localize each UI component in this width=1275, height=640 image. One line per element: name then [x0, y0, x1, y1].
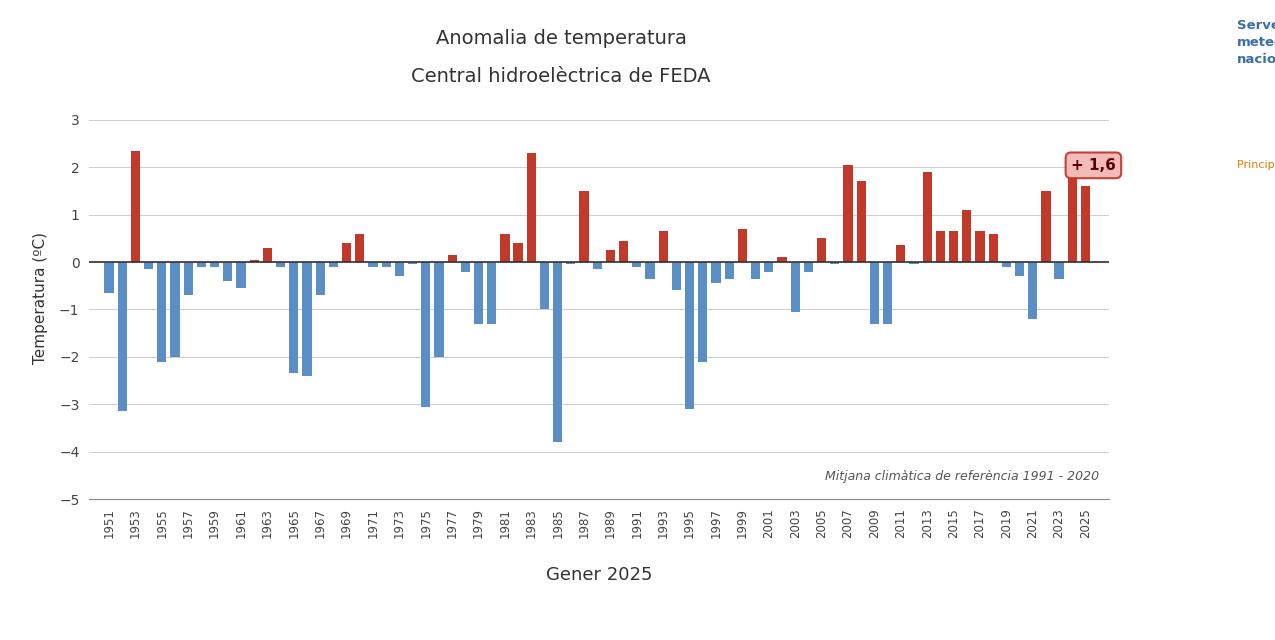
Bar	[302, 262, 311, 376]
Bar	[514, 243, 523, 262]
Bar	[408, 262, 417, 264]
Bar	[579, 191, 589, 262]
Bar	[487, 262, 496, 324]
Text: Principat d'Andorra: Principat d'Andorra	[1237, 160, 1275, 170]
Bar	[474, 262, 483, 324]
Bar	[884, 262, 892, 324]
Bar	[368, 262, 377, 267]
Bar	[1081, 186, 1090, 262]
Bar	[381, 262, 390, 267]
Bar	[460, 262, 470, 271]
Bar	[421, 262, 431, 406]
Bar	[699, 262, 708, 362]
Bar	[593, 262, 602, 269]
Bar	[843, 164, 853, 262]
Bar	[395, 262, 404, 276]
Bar	[527, 153, 535, 262]
Bar	[210, 262, 219, 267]
Bar	[711, 262, 720, 284]
Bar	[1002, 262, 1011, 267]
Bar	[803, 262, 813, 271]
Bar	[435, 262, 444, 357]
Bar	[778, 257, 787, 262]
X-axis label: Gener 2025: Gener 2025	[546, 566, 653, 584]
Bar	[1015, 262, 1024, 276]
Bar	[196, 262, 207, 267]
Bar	[157, 262, 167, 362]
Bar	[685, 262, 695, 409]
Bar	[857, 181, 866, 262]
Bar	[275, 262, 286, 267]
Bar	[566, 262, 575, 264]
Bar	[315, 262, 325, 295]
Bar	[1042, 191, 1051, 262]
Bar	[553, 262, 562, 442]
Bar	[909, 262, 918, 264]
Bar	[342, 243, 351, 262]
Bar	[963, 210, 972, 262]
Bar	[500, 234, 510, 262]
Bar	[949, 231, 959, 262]
Bar	[830, 262, 839, 264]
Text: Central hidroelèctrica de FEDA: Central hidroelèctrica de FEDA	[412, 67, 710, 86]
Bar	[1028, 262, 1038, 319]
Bar	[1067, 177, 1077, 262]
Bar	[645, 262, 654, 278]
Bar	[448, 255, 456, 262]
Bar	[659, 231, 668, 262]
Bar	[223, 262, 232, 281]
Text: Mitjana climàtica de referència 1991 - 2020: Mitjana climàtica de referència 1991 - 2…	[825, 470, 1099, 483]
Bar	[131, 150, 140, 262]
Bar	[988, 234, 998, 262]
Bar	[790, 262, 799, 312]
Y-axis label: Temperatura (ºC): Temperatura (ºC)	[33, 232, 48, 364]
Bar	[117, 262, 126, 412]
Bar	[896, 245, 905, 262]
Bar	[144, 262, 153, 269]
Bar	[329, 262, 338, 267]
Bar	[1054, 262, 1063, 278]
Bar	[724, 262, 734, 278]
Bar	[751, 262, 760, 278]
Bar	[620, 241, 629, 262]
Bar	[289, 262, 298, 374]
Bar	[250, 260, 259, 262]
Bar	[171, 262, 180, 357]
Bar	[764, 262, 774, 271]
Bar	[236, 262, 246, 288]
Bar	[975, 231, 984, 262]
Bar	[105, 262, 113, 293]
Bar	[923, 172, 932, 262]
Bar	[356, 234, 365, 262]
Bar	[539, 262, 550, 310]
Text: Anomalia de temperatura: Anomalia de temperatura	[436, 29, 686, 48]
Bar	[870, 262, 878, 324]
Bar	[672, 262, 681, 291]
Text: Servei
meteorològic
nacional: Servei meteorològic nacional	[1237, 19, 1275, 66]
Bar	[606, 250, 615, 262]
Bar	[936, 231, 945, 262]
Bar	[817, 238, 826, 262]
Bar	[738, 229, 747, 262]
Text: + 1,6: + 1,6	[1071, 158, 1116, 173]
Bar	[184, 262, 193, 295]
Bar	[632, 262, 641, 267]
Bar	[263, 248, 272, 262]
